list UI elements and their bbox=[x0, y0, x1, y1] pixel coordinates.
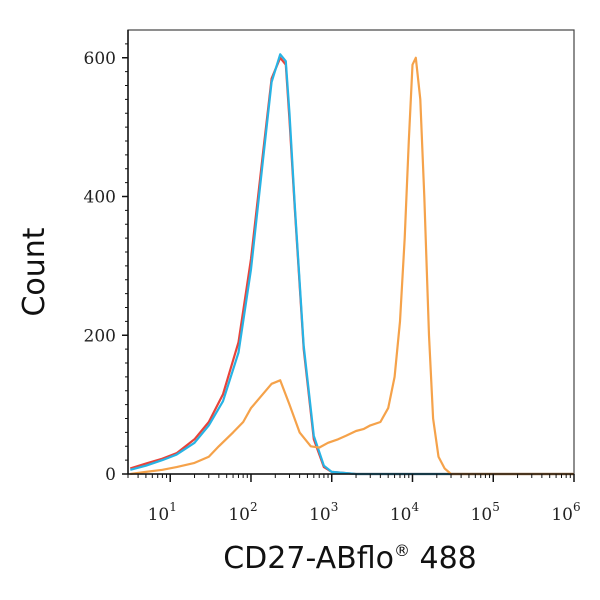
x-tick-label-5: 106 bbox=[551, 500, 580, 525]
x-tick-label-0: 101 bbox=[148, 500, 177, 525]
plot-frame bbox=[127, 29, 575, 475]
x-axis-title-suffix: 488 bbox=[410, 541, 477, 576]
series-line-1 bbox=[130, 53, 574, 476]
y-tick-label-2: 400 bbox=[84, 188, 116, 208]
series-layer bbox=[129, 53, 574, 476]
x-tick-label-1: 102 bbox=[228, 500, 257, 525]
y-tick-label-0: 0 bbox=[105, 465, 116, 485]
axis-layer bbox=[127, 30, 574, 475]
y-tick-label-3: 600 bbox=[84, 49, 116, 69]
x-tick-label-4: 105 bbox=[471, 500, 500, 525]
x-tick-label-3: 104 bbox=[390, 500, 420, 525]
series-line-2 bbox=[130, 56, 574, 476]
x-axis-title-sup: ® bbox=[394, 541, 410, 560]
tick-layer: 0 200 400 600 101 102 103 104 105 106 bbox=[84, 43, 581, 525]
x-axis-title: CD27-ABflo® 488 bbox=[223, 541, 477, 576]
x-axis-title-main: CD27-ABflo bbox=[223, 541, 394, 576]
y-axis-title: Count bbox=[17, 227, 52, 316]
y-tick-label-1: 200 bbox=[84, 326, 116, 346]
x-tick-label-2: 103 bbox=[309, 500, 338, 525]
series-line-0 bbox=[129, 56, 574, 476]
